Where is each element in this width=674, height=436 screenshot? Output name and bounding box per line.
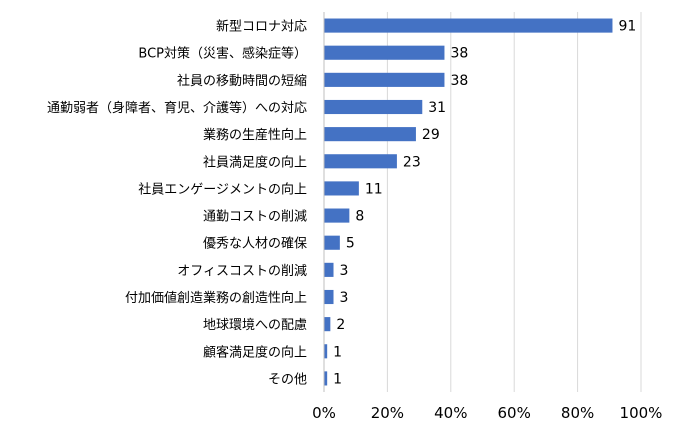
- x-tick-label: 80%: [561, 404, 594, 422]
- value-label: 38: [450, 46, 468, 62]
- bar: [324, 99, 423, 115]
- value-label: 3: [340, 263, 349, 279]
- value-label: 8: [355, 209, 364, 225]
- bar: [324, 18, 613, 33]
- x-tick-label: 0%: [312, 404, 336, 422]
- value-label: 38: [450, 73, 468, 89]
- category-label: 社員エンゲージメントの向上: [138, 181, 307, 197]
- category-label: 顧客満足度の向上: [203, 344, 307, 360]
- x-tick-label: 40%: [434, 404, 467, 422]
- bar: [324, 289, 334, 305]
- value-label: 5: [346, 236, 355, 252]
- bar: [324, 154, 397, 169]
- value-label: 1: [333, 371, 342, 387]
- bar: [324, 262, 334, 277]
- bar: [324, 371, 328, 386]
- category-label: 社員満足度の向上: [203, 154, 307, 170]
- value-label: 31: [428, 100, 446, 116]
- bar: [324, 181, 359, 196]
- category-label: 新型コロナ対応: [216, 19, 307, 35]
- x-tick-label: 60%: [498, 404, 531, 422]
- value-label: 91: [618, 19, 636, 35]
- value-label: 23: [403, 154, 421, 170]
- value-label: 11: [365, 181, 383, 197]
- x-tick-label: 20%: [371, 404, 404, 422]
- category-label: 社員の移動時間の短縮: [177, 73, 307, 89]
- category-label: 付加価値創造業務の創造性向上: [125, 290, 307, 306]
- x-tick-label: 100%: [620, 404, 663, 422]
- bar: [324, 72, 445, 87]
- bars: [324, 18, 613, 386]
- x-tick-labels: 0% 20% 40% 60% 80% 100%: [312, 404, 662, 422]
- value-label: 1: [333, 344, 342, 360]
- category-label: 地球環境への配慮: [203, 318, 307, 333]
- category-label: その他: [268, 372, 307, 387]
- category-label: BCP対策（災害、感染症等）: [138, 46, 307, 62]
- bar: [324, 127, 416, 142]
- bar: [324, 208, 350, 223]
- bar: [324, 344, 328, 359]
- category-label: 通勤コストの削減: [203, 209, 307, 225]
- bar: [324, 317, 331, 332]
- category-label: 優秀な人材の確保: [203, 236, 307, 252]
- value-label: 29: [422, 127, 440, 143]
- category-label: 通勤弱者（身障者、育児、介護等）への対応: [47, 100, 307, 116]
- bar: [324, 235, 340, 250]
- bar: [324, 45, 445, 60]
- value-label: 3: [340, 290, 349, 306]
- category-label: オフィスコストの削減: [177, 263, 307, 279]
- category-labels: 新型コロナ対応 BCP対策（災害、感染症等） 社員の移動時間の短縮通勤弱者（身障者、…: [47, 19, 307, 388]
- gridlines: [386, 12, 642, 392]
- value-label: 2: [336, 317, 345, 333]
- category-label: 業務の生産性向上: [203, 127, 307, 143]
